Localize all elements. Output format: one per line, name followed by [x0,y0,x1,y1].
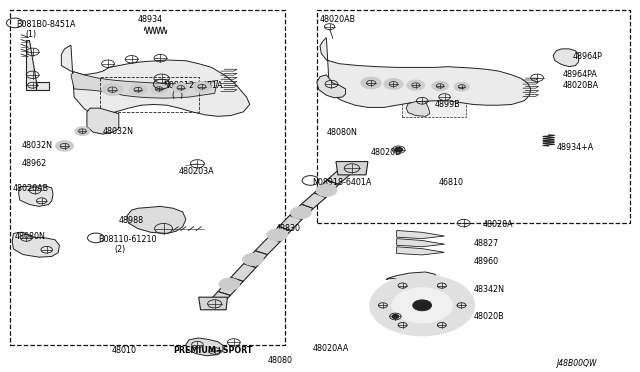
Text: 48020A: 48020A [483,221,513,230]
Polygon shape [553,49,579,67]
Text: 4899B: 4899B [435,100,461,109]
Text: 48010: 48010 [111,346,136,355]
Polygon shape [320,38,531,108]
Polygon shape [268,227,291,242]
Text: 48830: 48830 [275,224,300,233]
Text: 46810: 46810 [438,178,463,187]
Circle shape [395,147,403,152]
Polygon shape [209,292,230,306]
Circle shape [392,315,399,318]
Text: 48342N: 48342N [473,285,504,294]
Polygon shape [61,45,250,116]
Text: 48032N: 48032N [103,126,134,136]
Circle shape [193,81,211,92]
Bar [100,77,198,112]
Text: 48020B: 48020B [473,312,504,321]
Polygon shape [397,247,445,255]
Text: 48080N: 48080N [15,231,45,241]
Text: 48020BA: 48020BA [563,81,599,90]
Text: N08918-6401A: N08918-6401A [312,178,372,187]
Text: B081B0-8451A: B081B0-8451A [17,20,76,29]
Text: 48080: 48080 [268,356,292,365]
Polygon shape [71,72,218,98]
Polygon shape [301,193,326,209]
Text: 48964P: 48964P [572,52,602,61]
Text: 48962: 48962 [21,159,46,168]
Text: N08912-8081A: N08912-8081A [164,81,223,90]
Text: 48964PA: 48964PA [563,70,598,79]
Text: 48960: 48960 [473,257,499,266]
Circle shape [267,229,287,241]
Polygon shape [218,278,243,295]
Polygon shape [19,186,53,206]
Bar [317,10,630,223]
Bar [402,84,466,118]
Text: 48020AA: 48020AA [312,344,349,353]
Text: 48020AB: 48020AB [320,15,356,24]
Circle shape [219,278,239,290]
Polygon shape [397,231,445,238]
Polygon shape [314,180,339,197]
Bar [10,10,285,345]
Text: (1): (1) [25,30,36,39]
Circle shape [384,78,403,90]
Text: PREMIUM+SPORT: PREMIUM+SPORT [173,346,253,355]
Polygon shape [406,102,430,116]
Text: 48827: 48827 [473,239,499,248]
Circle shape [173,83,189,93]
Circle shape [361,77,381,89]
Circle shape [392,288,452,323]
Polygon shape [317,75,346,98]
Text: (1): (1) [321,188,332,197]
Circle shape [454,82,469,91]
Polygon shape [186,338,223,356]
Polygon shape [231,264,256,281]
Circle shape [102,84,123,96]
Polygon shape [279,215,302,231]
Text: B08110-61210: B08110-61210 [98,235,156,244]
Text: 48988: 48988 [119,216,144,225]
Circle shape [291,207,311,219]
Text: (2): (2) [115,245,125,254]
Text: 48934+A: 48934+A [556,142,593,151]
Circle shape [56,141,74,151]
Text: 48020AB: 48020AB [12,184,48,193]
Circle shape [243,253,263,265]
Text: 480203A: 480203A [178,167,214,176]
Polygon shape [387,272,438,286]
Text: 48080N: 48080N [326,128,357,137]
Polygon shape [243,251,268,267]
Text: 48020D: 48020D [371,148,403,157]
Polygon shape [255,238,280,255]
Text: 48934: 48934 [138,15,163,24]
Circle shape [432,81,449,91]
Circle shape [407,80,425,90]
Circle shape [129,84,147,95]
Polygon shape [198,297,227,310]
Polygon shape [397,238,445,247]
Text: 48032N: 48032N [21,141,52,150]
Polygon shape [327,166,355,185]
Polygon shape [87,108,119,134]
Circle shape [75,127,90,136]
Text: (  ): ( ) [172,91,183,100]
Circle shape [316,185,337,196]
Polygon shape [12,232,60,257]
Circle shape [370,275,474,336]
Polygon shape [290,204,313,219]
Circle shape [151,84,168,94]
Circle shape [413,300,431,311]
Polygon shape [336,161,368,175]
Text: J48B00QW: J48B00QW [556,359,596,368]
Polygon shape [127,206,186,234]
Polygon shape [26,39,49,90]
